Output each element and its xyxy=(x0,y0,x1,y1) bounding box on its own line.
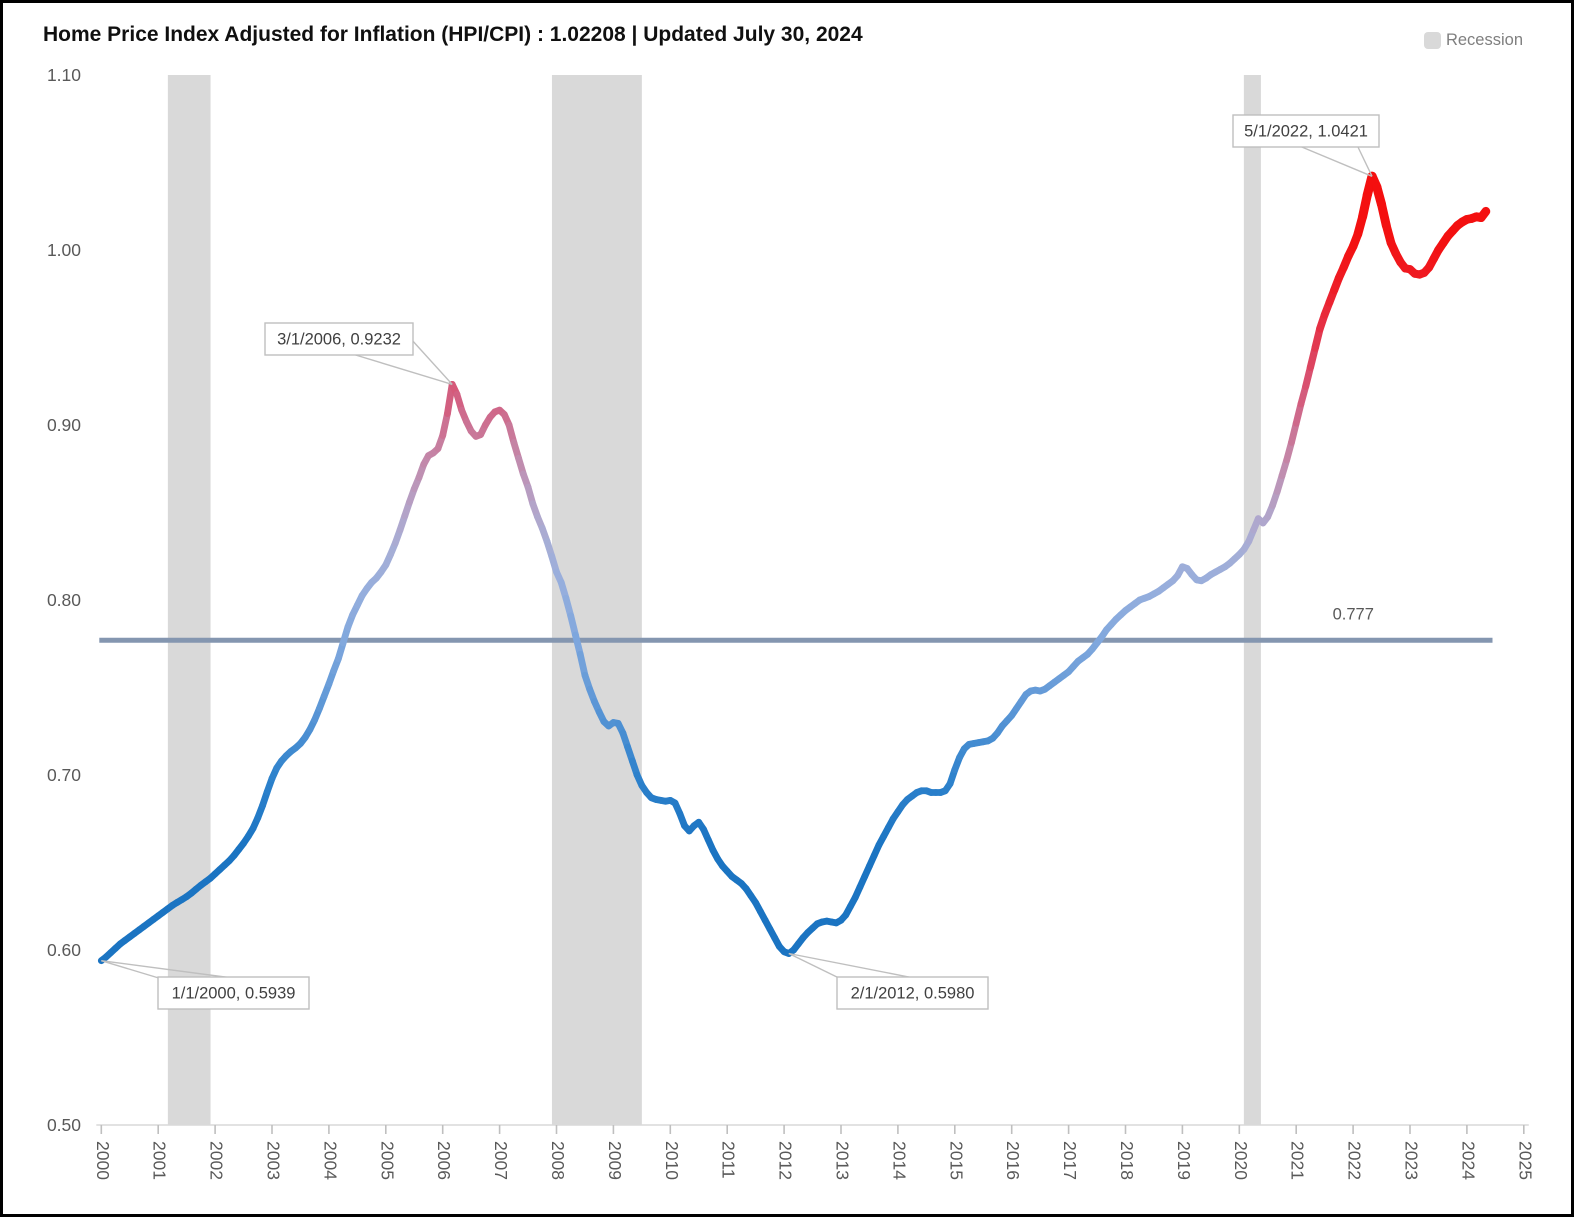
callout-leader-line xyxy=(348,352,453,386)
x-tick-label: 2025 xyxy=(1515,1141,1535,1180)
x-tick-label: 2023 xyxy=(1402,1141,1422,1180)
x-tick-label: 2009 xyxy=(605,1141,625,1180)
recession-band xyxy=(167,75,211,1125)
x-tick-label: 2021 xyxy=(1288,1141,1308,1180)
recession-legend-label: Recession xyxy=(1445,31,1523,49)
x-tick-label: 2005 xyxy=(377,1141,397,1180)
callout-leader-line xyxy=(101,959,241,980)
x-tick-label: 2017 xyxy=(1060,1141,1080,1180)
x-tick-label: 2016 xyxy=(1003,1141,1023,1180)
y-tick-label: 1.10 xyxy=(47,65,81,85)
callout-leader-line xyxy=(410,338,453,385)
callout-leader-line xyxy=(101,960,163,980)
recession-legend-swatch xyxy=(1423,32,1441,49)
x-tick-label: 2004 xyxy=(320,1141,340,1180)
callout-box xyxy=(836,976,989,1010)
x-tick-label: 2012 xyxy=(776,1141,796,1180)
callout-label: 2/1/2012, 0.5980 xyxy=(851,985,975,1003)
y-tick-label: 1.00 xyxy=(47,240,81,260)
x-tick-label: 2018 xyxy=(1117,1141,1137,1180)
callout-box xyxy=(1232,114,1380,148)
x-tick-label: 2007 xyxy=(491,1141,511,1180)
x-tick-label: 2019 xyxy=(1174,1141,1194,1180)
callout-leader-line xyxy=(788,952,842,980)
y-tick-label: 0.90 xyxy=(47,415,81,435)
reference-line-label: 0.777 xyxy=(1333,605,1374,623)
annotations: 1/1/2000, 0.5939 3/1/2006, 0.9232 2/1/2012… xyxy=(101,114,1380,1010)
x-tick-label: 2013 xyxy=(833,1141,853,1180)
x-tick-label: 2022 xyxy=(1345,1141,1365,1180)
price-line-segment xyxy=(1476,206,1491,223)
callout-leader-line xyxy=(788,952,920,980)
y-tick-label: 0.70 xyxy=(47,765,81,785)
callout-box xyxy=(157,976,310,1010)
x-tick-label: 2001 xyxy=(150,1141,170,1180)
price-line-segment xyxy=(439,410,451,439)
callout-box xyxy=(264,322,414,356)
recession-band xyxy=(1243,75,1261,1125)
reference-line-group: 0.777 xyxy=(99,605,1493,643)
x-tick-label: 2024 xyxy=(1458,1141,1478,1180)
x-tick-label: 2015 xyxy=(946,1141,966,1180)
x-tick-label: 2010 xyxy=(662,1141,682,1180)
axes: 2000 2001 2002 2003 2004 2005 2006 2007 2008 2009… xyxy=(47,65,1535,1180)
recession-bands xyxy=(167,75,1261,1125)
callout-label: 5/1/2022, 1.0421 xyxy=(1244,123,1368,141)
y-tick-label: 0.80 xyxy=(47,590,81,610)
x-tick-label: 2002 xyxy=(207,1141,227,1180)
y-tick-label: 0.50 xyxy=(47,1115,81,1135)
price-line-segment xyxy=(576,650,589,679)
x-tick-label: 2003 xyxy=(264,1141,284,1180)
x-tick-label: 2014 xyxy=(889,1141,909,1180)
x-tick-label: 2020 xyxy=(1231,1141,1251,1180)
callout-leader-line xyxy=(1356,144,1373,177)
page-title: Home Price Index Adjusted for Inflation … xyxy=(43,23,863,46)
x-tick-label: 2008 xyxy=(548,1141,568,1180)
x-tick-label: 2006 xyxy=(434,1141,454,1180)
x-tick-label: 2000 xyxy=(93,1141,113,1180)
y-tick-label: 0.60 xyxy=(47,940,81,960)
callout-leader-line xyxy=(1296,144,1373,177)
legend: Recession xyxy=(1423,31,1523,50)
x-tick-label: 2011 xyxy=(719,1141,739,1179)
callout-label: 1/1/2000, 0.5939 xyxy=(172,985,296,1003)
callout-label: 3/1/2006, 0.9232 xyxy=(277,331,401,349)
price-line xyxy=(97,171,1491,965)
